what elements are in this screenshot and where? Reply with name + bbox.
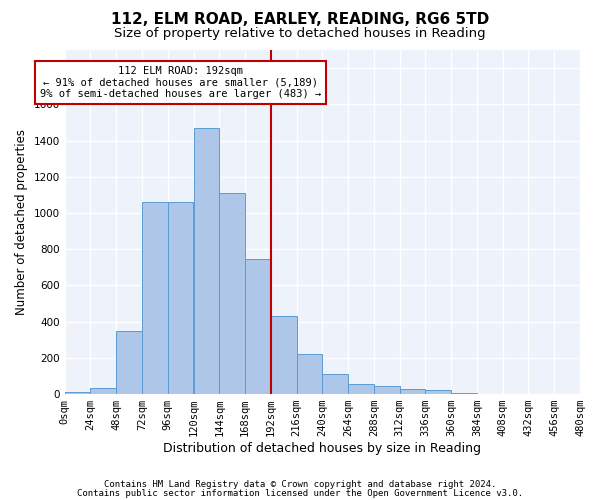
- Bar: [271, 316, 296, 394]
- Text: Contains public sector information licensed under the Open Government Licence v3: Contains public sector information licen…: [77, 488, 523, 498]
- X-axis label: Distribution of detached houses by size in Reading: Distribution of detached houses by size …: [163, 442, 481, 455]
- Bar: [400, 388, 425, 394]
- Bar: [322, 374, 348, 394]
- Bar: [451, 393, 477, 394]
- Bar: [65, 392, 91, 394]
- Bar: [168, 202, 193, 394]
- Text: 112, ELM ROAD, EARLEY, READING, RG6 5TD: 112, ELM ROAD, EARLEY, READING, RG6 5TD: [111, 12, 489, 28]
- Bar: [142, 202, 168, 394]
- Bar: [219, 193, 245, 394]
- Bar: [116, 330, 142, 394]
- Bar: [374, 386, 400, 394]
- Y-axis label: Number of detached properties: Number of detached properties: [15, 129, 28, 315]
- Text: 112 ELM ROAD: 192sqm
← 91% of detached houses are smaller (5,189)
9% of semi-det: 112 ELM ROAD: 192sqm ← 91% of detached h…: [40, 66, 321, 99]
- Bar: [193, 128, 219, 394]
- Bar: [91, 388, 116, 394]
- Text: Size of property relative to detached houses in Reading: Size of property relative to detached ho…: [114, 28, 486, 40]
- Bar: [296, 354, 322, 394]
- Text: Contains HM Land Registry data © Crown copyright and database right 2024.: Contains HM Land Registry data © Crown c…: [104, 480, 496, 489]
- Bar: [245, 259, 271, 394]
- Bar: [425, 390, 451, 394]
- Bar: [348, 384, 374, 394]
